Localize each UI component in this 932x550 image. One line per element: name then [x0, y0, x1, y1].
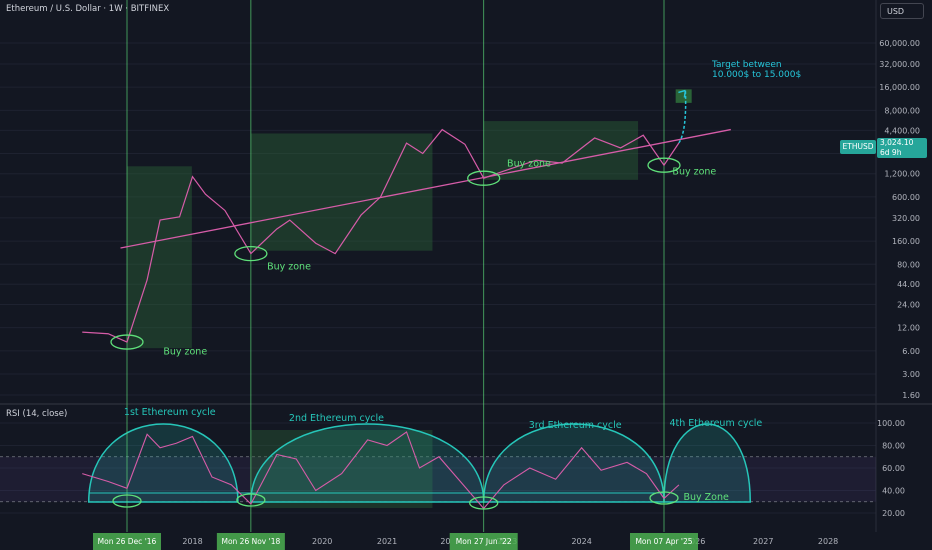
buy-zone-marker [467, 170, 501, 186]
rsi-buy-zone-marker [112, 494, 142, 508]
rsi-buy-zone-marker [649, 491, 679, 505]
date-marker-box [630, 533, 698, 550]
rsi-buy-zone-marker [236, 493, 266, 507]
rsi-tick-label: 100.00 [877, 419, 905, 428]
target-arrow-head [678, 89, 687, 98]
date-marker-label: Mon 07 Apr '25 [635, 537, 692, 546]
rsi-buy-zone-label: Buy Zone [683, 492, 729, 503]
time-tick-label: 2024 [571, 537, 591, 546]
cycle-arch [250, 423, 485, 503]
price-tick-label: 1.60 [902, 391, 920, 400]
price-tag-symbol: ETHUSD [840, 140, 876, 154]
price-tick-label: 4,400.00 [884, 126, 920, 135]
target-projection-arrow [678, 90, 687, 144]
buy-zone-label: Buy zone [163, 346, 207, 357]
rsi-series-line [82, 431, 680, 510]
trend-line [120, 128, 731, 249]
rsi-tick-label: 40.00 [882, 487, 905, 496]
price-tick-label: 600.00 [892, 193, 920, 202]
price-series-line [82, 128, 680, 343]
rsi-zone-box [250, 430, 433, 508]
price-tick-label: 60,000.00 [879, 39, 920, 48]
time-tick-label-partial: 20 [440, 537, 450, 546]
date-marker-box [93, 533, 161, 550]
cycle-label: 2nd Ethereum cycle [289, 413, 384, 424]
price-tick-label: 44.00 [897, 280, 920, 289]
chart-title: Ethereum / U.S. Dollar · 1W · BITFINEX [6, 4, 170, 14]
cycle-label: 4th Ethereum cycle [669, 418, 762, 429]
price-tag-price: 3,024.10 [880, 138, 914, 147]
price-tick-label: 16,000.00 [879, 83, 920, 92]
time-tick-label: 2018 [182, 537, 202, 546]
date-marker-label: Mon 26 Dec '16 [98, 537, 157, 546]
price-tag-countdown: 6d 9h [880, 148, 902, 157]
cycle-arch [87, 423, 239, 503]
time-tick-label: 2027 [753, 537, 773, 546]
rsi-overbought-oversold-band [0, 456, 876, 502]
rsi-tick-label: 80.00 [882, 442, 905, 451]
price-tick-label: 3.00 [902, 370, 920, 379]
price-tick-label: 6.00 [902, 347, 920, 356]
rsi-title: RSI (14, close) [6, 409, 68, 419]
time-tick-label: 2028 [818, 537, 838, 546]
price-tick-label: 24.00 [897, 300, 920, 309]
time-tick-label: 2020 [312, 537, 332, 546]
rsi-tick-label: 20.00 [882, 509, 905, 518]
cycle-arch [663, 423, 752, 503]
buy-zone-label: Buy zone [267, 262, 311, 273]
price-tick-label: 12.00 [897, 324, 920, 333]
price-zone-box [127, 166, 192, 349]
price-tick-label: 32,000.00 [879, 60, 920, 69]
price-tag-value: 3,024.10 6d 9h [877, 138, 927, 158]
buy-zone-marker [110, 334, 144, 350]
time-tick-label: 2021 [377, 537, 397, 546]
buy-zone-marker [647, 157, 681, 173]
rsi-tick-label: 60.00 [882, 464, 905, 473]
target-label: 10.000$ to 15.000$ [712, 70, 801, 80]
cycle-label: 1st Ethereum cycle [124, 407, 216, 418]
currency-selector[interactable]: USD [880, 3, 924, 19]
cycle-label: 3rd Ethereum cycle [529, 420, 622, 431]
price-tick-label: 1,200.00 [884, 170, 920, 179]
cycle-arch [482, 423, 665, 503]
buy-zone-marker [234, 245, 268, 262]
price-tick-label: 320.00 [892, 214, 920, 223]
date-marker-box [216, 533, 285, 550]
buy-zone-label: Buy zone [507, 158, 551, 169]
last-price-tag: ETHUSD 3,024.10 6d 9h [840, 138, 932, 158]
target-label: Target between [711, 60, 782, 70]
price-tick-label: 8,000.00 [884, 106, 920, 115]
buy-zone-label: Buy zone [672, 166, 716, 177]
price-zone-box [483, 121, 639, 180]
date-marker-box [449, 533, 518, 550]
rsi-buy-zone-marker [469, 496, 499, 510]
price-tick-label: 80.00 [897, 260, 920, 269]
price-tick-label: 160.00 [892, 237, 920, 246]
date-marker-label: Mon 27 Jun '22 [456, 537, 512, 546]
date-marker-label: Mon 26 Nov '18 [221, 537, 280, 546]
